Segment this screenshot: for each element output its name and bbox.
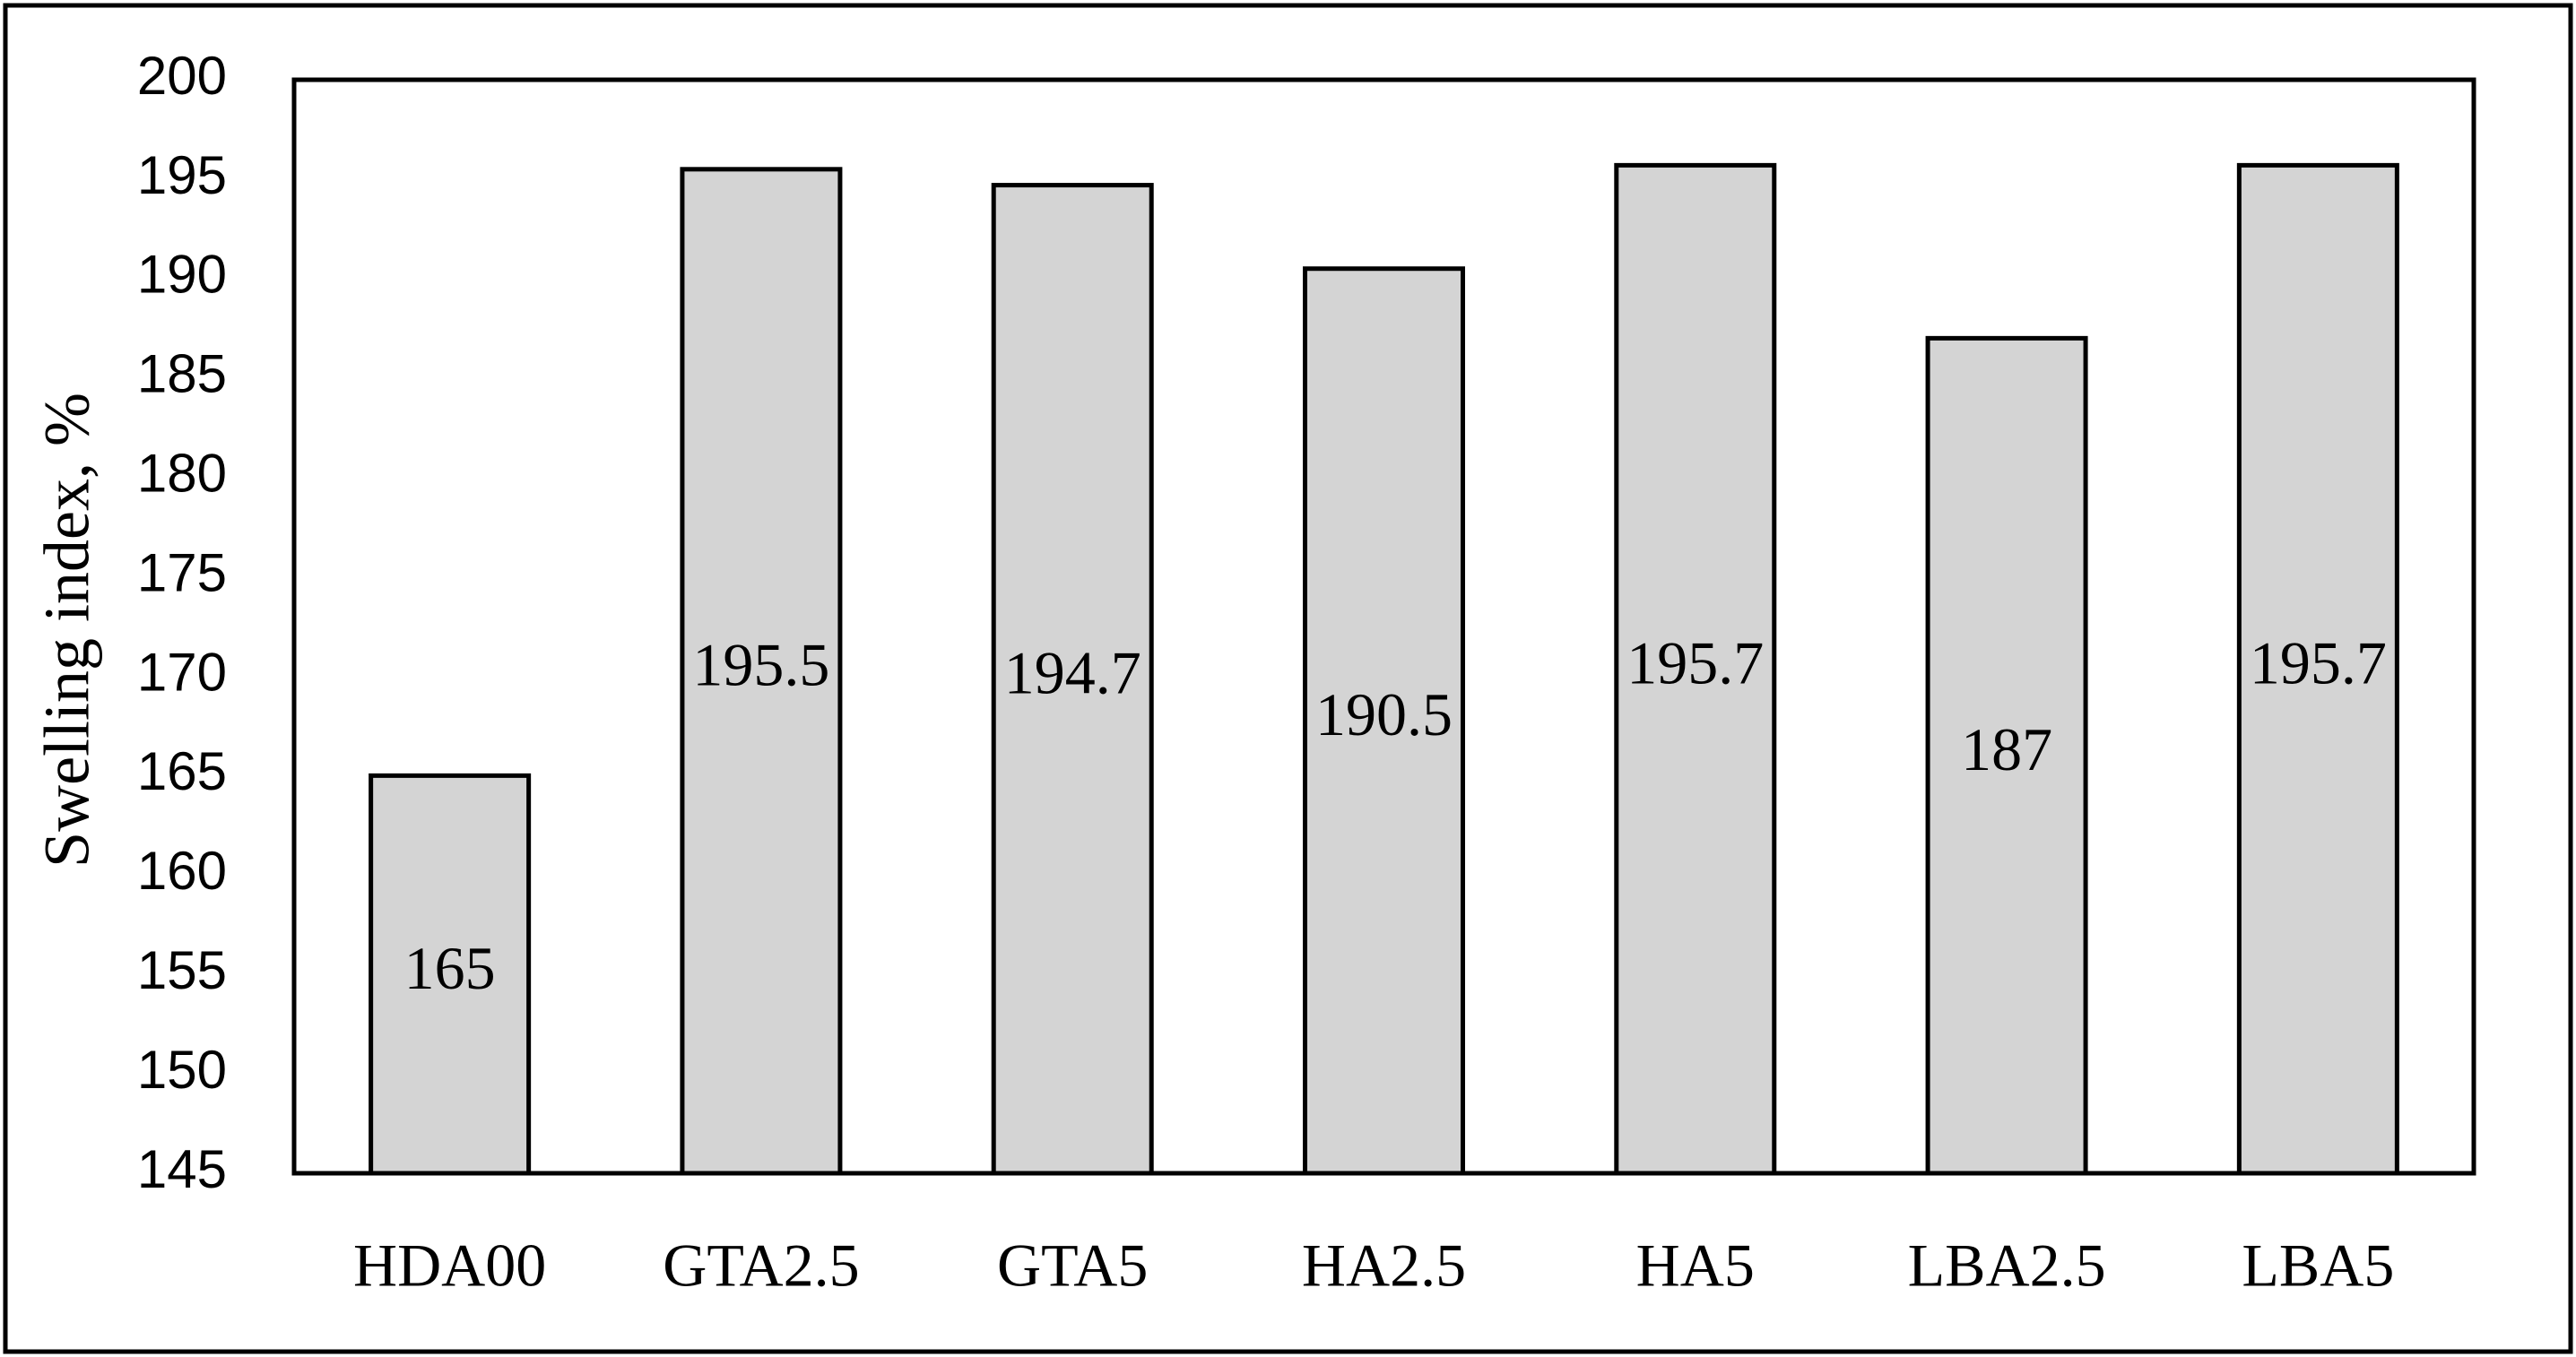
plot-area-frame: [291, 77, 2476, 1176]
y-axis-ticks: 145 150 155 160 165 170 175 180 185 190 195 200: [137, 46, 227, 1199]
x-tick-label: LBA2.5: [1908, 1232, 2106, 1300]
y-tick-label: 150: [137, 1040, 227, 1100]
bar: [2236, 162, 2399, 1176]
bar-value-label: 165: [404, 934, 496, 1002]
y-tick-label: 200: [137, 46, 227, 106]
bar: [680, 167, 843, 1176]
bar: [1303, 266, 1465, 1176]
x-tick-label: HA5: [1636, 1232, 1755, 1300]
y-tick-label: 165: [137, 741, 227, 801]
bar: [1614, 162, 1777, 1176]
bar: [991, 183, 1154, 1176]
y-tick-label: 175: [137, 542, 227, 602]
y-tick-label: 145: [137, 1139, 227, 1199]
x-tick-label: HA2.5: [1302, 1232, 1466, 1300]
y-tick-label: 155: [137, 940, 227, 1000]
bar-value-label: 194.7: [1004, 638, 1141, 706]
y-tick-label: 190: [137, 245, 227, 305]
data-labels: 165 195.5 194.7 190.5 195.7 187 195.7: [404, 628, 2387, 1001]
x-tick-label: LBA5: [2242, 1232, 2394, 1300]
bar-value-label: 190.5: [1315, 680, 1453, 748]
y-tick-label: 170: [137, 642, 227, 702]
bar-value-label: 195.7: [1626, 628, 1764, 696]
x-tick-label: GTA2.5: [663, 1232, 859, 1300]
bar-value-label: 187: [1961, 715, 2052, 783]
bar: [1925, 335, 2088, 1176]
y-axis-title: Swelling index, %: [31, 393, 103, 868]
bar-value-label: 195.5: [692, 631, 829, 699]
y-tick-label: 195: [137, 145, 227, 205]
y-tick-label: 185: [137, 344, 227, 404]
y-tick-label: 160: [137, 841, 227, 901]
x-axis-ticks: HDA00 GTA2.5 GTA5 HA2.5 HA5 LBA2.5 LBA5: [353, 1232, 2394, 1300]
bars: [369, 162, 2399, 1176]
x-tick-label: GTA5: [997, 1232, 1148, 1300]
bar-value-label: 195.7: [2250, 628, 2387, 696]
x-tick-label: HDA00: [353, 1232, 546, 1300]
y-tick-label: 180: [137, 443, 227, 503]
